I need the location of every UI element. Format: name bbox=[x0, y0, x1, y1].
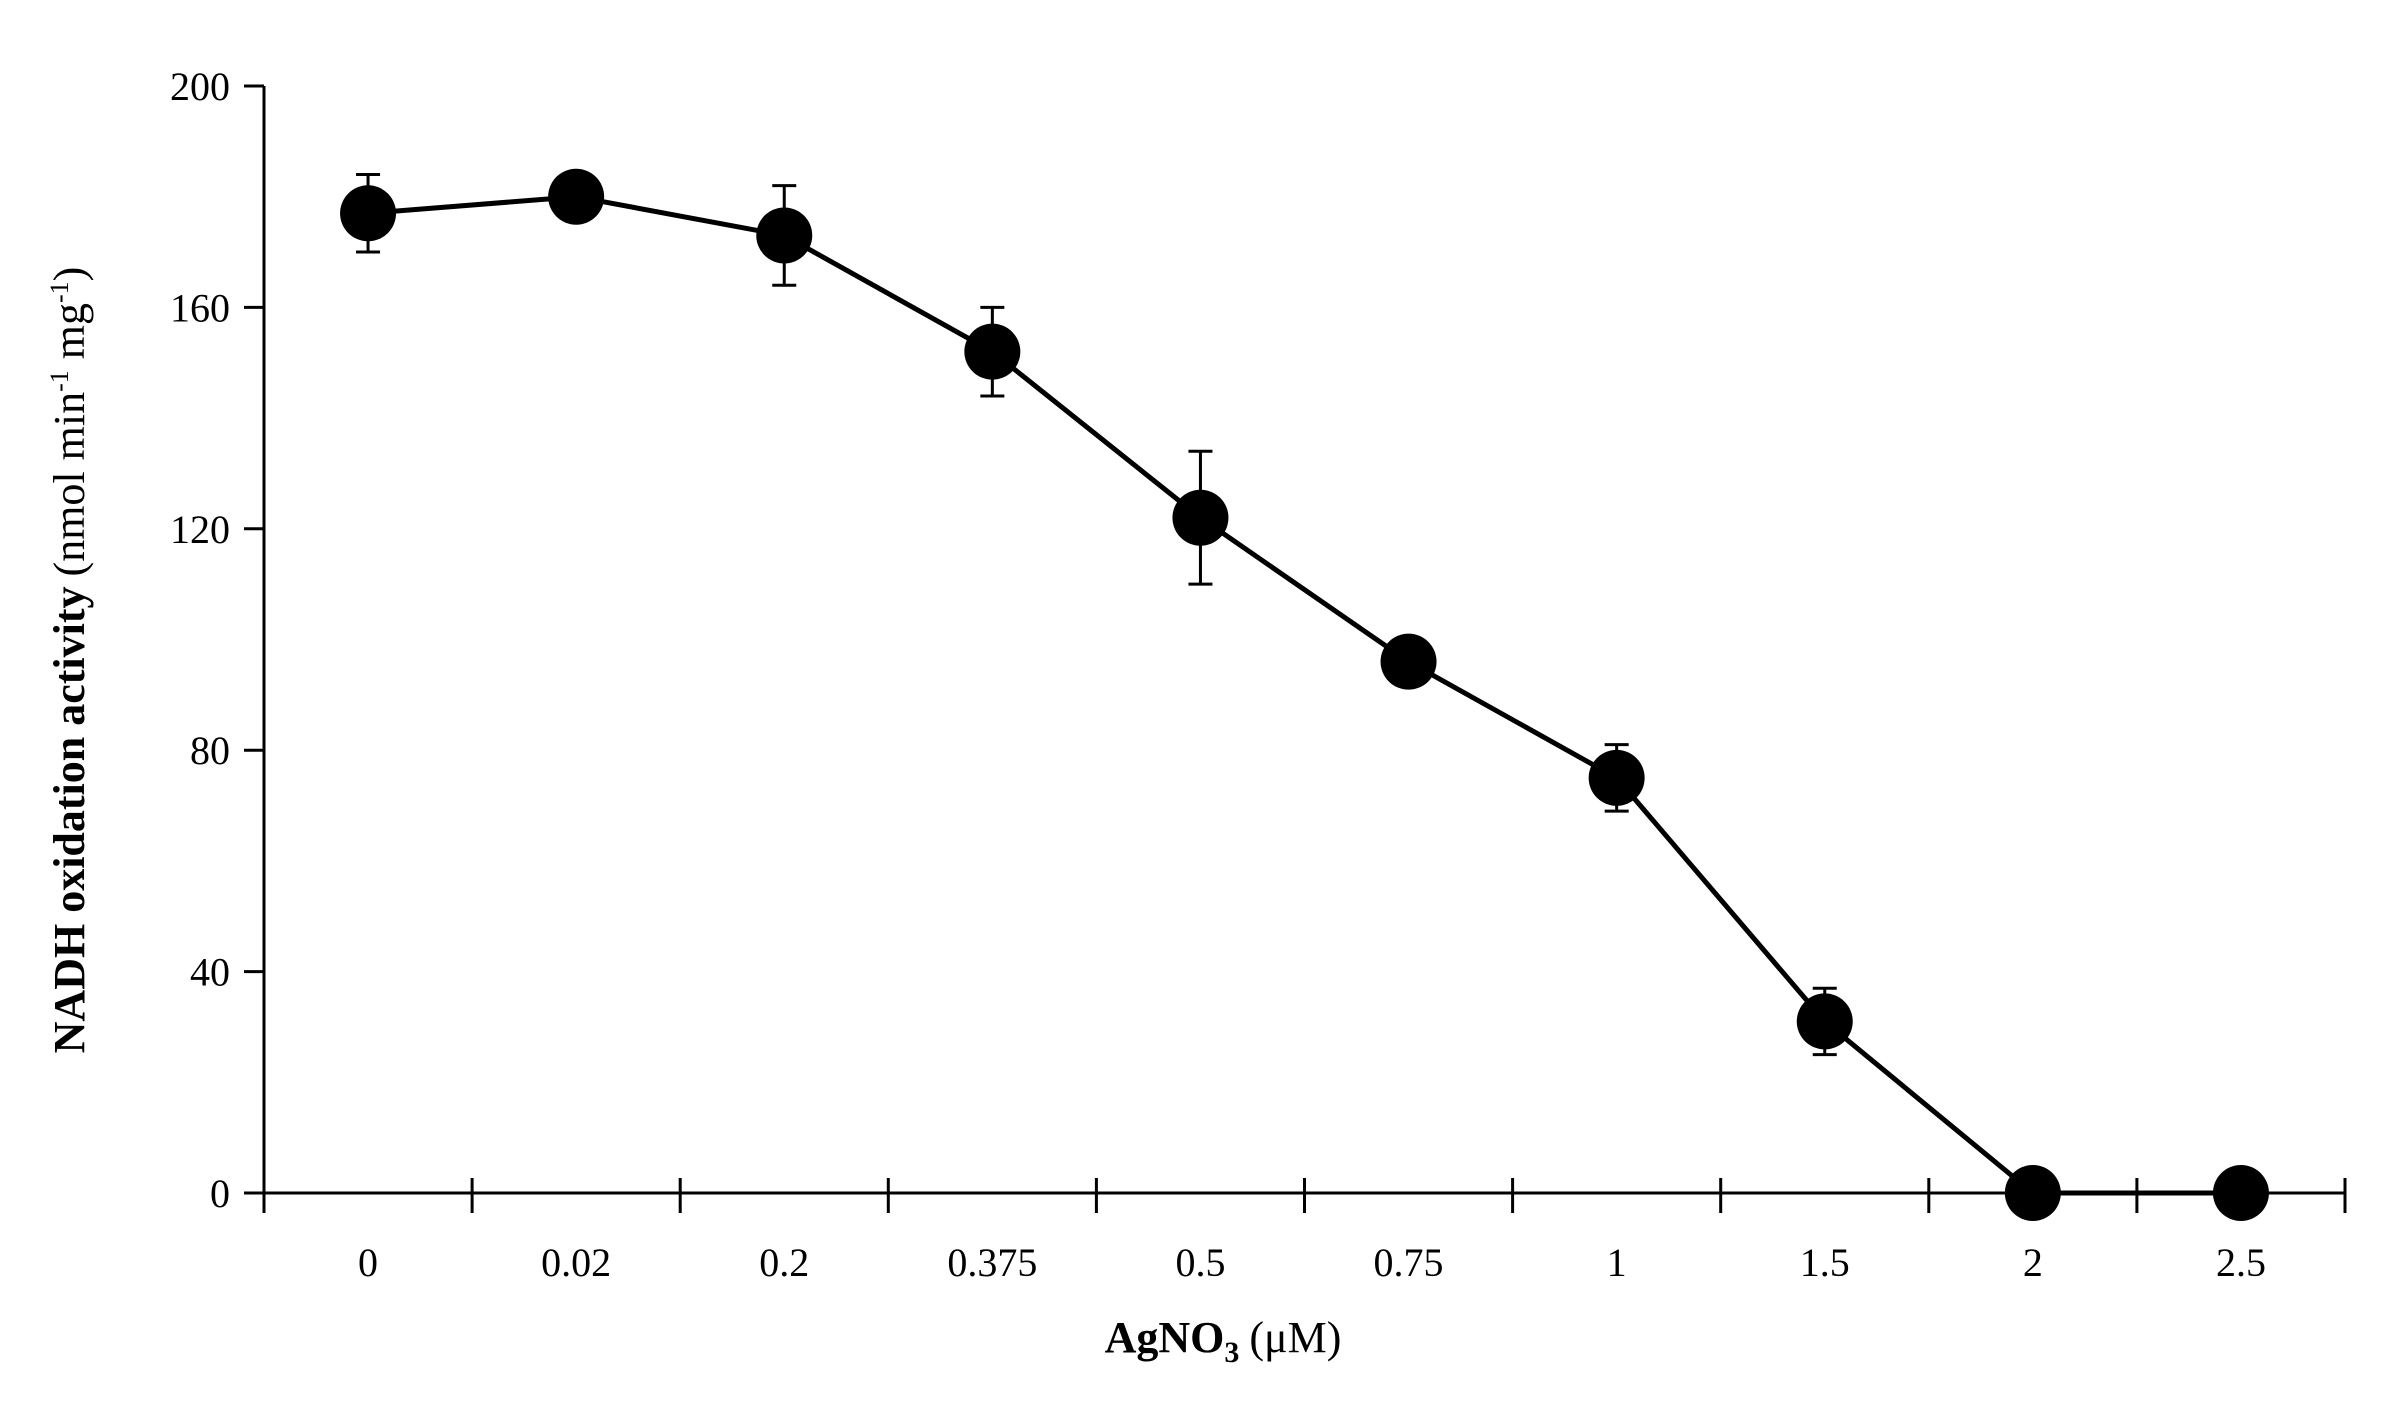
x-axis-title-subscript: 3 bbox=[1224, 1336, 1239, 1369]
y-tick-label: 80 bbox=[190, 728, 230, 773]
x-tick-label: 0.02 bbox=[541, 1240, 611, 1285]
y-axis-title-unit-a: (nmol min bbox=[45, 392, 94, 577]
data-point bbox=[1796, 993, 1853, 1050]
y-axis-title-unit-c: ) bbox=[45, 267, 94, 282]
data-point bbox=[2212, 1165, 2269, 1221]
x-tick-label: 1 bbox=[1607, 1240, 1627, 1285]
series-line bbox=[367, 194, 2241, 1196]
x-tick-label: 1.5 bbox=[1800, 1240, 1850, 1285]
x-tick-label: 2.5 bbox=[2216, 1240, 2266, 1285]
x-axis-title-unit: (μM) bbox=[1249, 1313, 1341, 1362]
y-axis-title-sup-b: -1 bbox=[45, 281, 74, 303]
x-axis-title: AgNO3 (μM) bbox=[1105, 1313, 1342, 1369]
data-point bbox=[964, 323, 1021, 380]
data-point bbox=[340, 185, 397, 242]
x-tick-label: 0.375 bbox=[947, 1240, 1037, 1285]
x-axis-title-main: AgNO bbox=[1105, 1313, 1225, 1362]
y-axis-title-unit-b: mg bbox=[45, 303, 94, 370]
data-point bbox=[2004, 1165, 2061, 1221]
tick-labels: 0 40 80 120 160 200 0 0.02 0.2 0.375 0.5 0.75 1 1.5 2 2… bbox=[170, 64, 2266, 1285]
y-tick-label: 40 bbox=[190, 950, 230, 995]
series-layer bbox=[340, 168, 2269, 1221]
x-tick-label: 0.75 bbox=[1374, 1240, 1444, 1285]
y-tick-label: 200 bbox=[170, 64, 230, 109]
y-tick-label: 0 bbox=[210, 1171, 230, 1216]
data-point bbox=[548, 168, 605, 225]
x-tick-label: 0.2 bbox=[759, 1240, 809, 1285]
data-point bbox=[1588, 749, 1645, 806]
y-tick-label: 120 bbox=[170, 507, 230, 552]
data-point bbox=[1380, 633, 1437, 690]
x-tick-label: 0 bbox=[358, 1240, 378, 1285]
data-point bbox=[1172, 489, 1229, 546]
x-tick-label: 2 bbox=[2023, 1240, 2043, 1285]
y-axis-title: NADH oxidation activity(nmol min-1 mg-1) bbox=[45, 267, 94, 1054]
data-point bbox=[756, 207, 813, 264]
y-tick-label: 160 bbox=[170, 285, 230, 330]
y-axis-title-main: NADH oxidation activity bbox=[45, 586, 94, 1053]
axes bbox=[244, 84, 2347, 1213]
x-tick-label: 0.5 bbox=[1175, 1240, 1225, 1285]
y-axis-title-sup-a: -1 bbox=[45, 370, 74, 392]
